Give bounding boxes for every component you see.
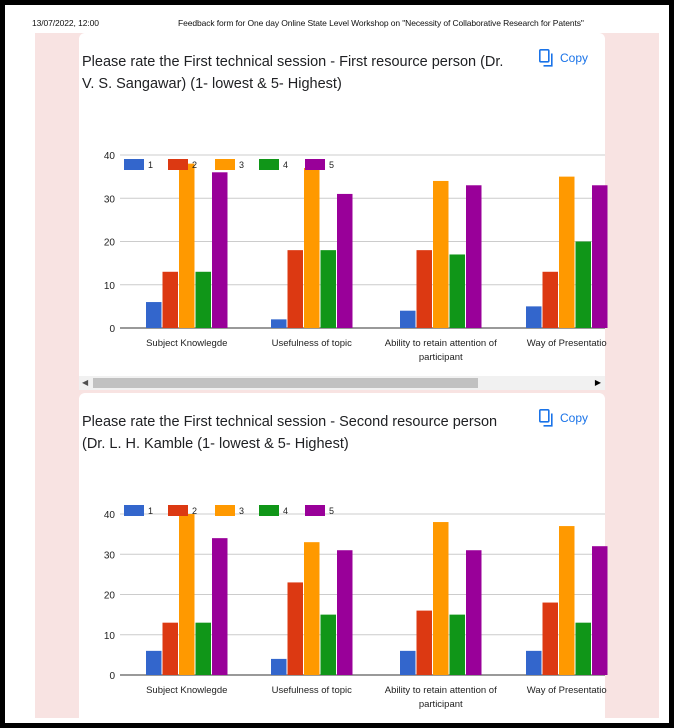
legend-swatch xyxy=(168,505,188,516)
y-tick-label: 20 xyxy=(104,591,116,602)
bar[interactable] xyxy=(304,167,320,328)
legend-swatch xyxy=(305,159,325,170)
bar[interactable] xyxy=(433,180,449,328)
bar[interactable] xyxy=(400,650,416,675)
bar[interactable] xyxy=(162,271,179,328)
legend-label: 3 xyxy=(239,506,244,516)
y-tick-label: 20 xyxy=(104,238,116,249)
bar[interactable] xyxy=(212,538,228,675)
bar[interactable] xyxy=(337,193,353,328)
x-tick-label: Subject Knowlegde xyxy=(146,685,227,696)
legend-swatch xyxy=(215,159,235,170)
bar[interactable] xyxy=(466,185,482,328)
legend-label: 4 xyxy=(283,160,288,170)
y-tick-label: 0 xyxy=(109,324,115,335)
legend-label: 3 xyxy=(239,160,244,170)
copy-label: Copy xyxy=(560,411,589,425)
x-tick-label: participant xyxy=(419,352,463,363)
y-tick-label: 40 xyxy=(104,151,116,162)
x-tick-label: Subject Knowlegde xyxy=(146,338,227,349)
legend-label: 2 xyxy=(192,160,197,170)
bar[interactable] xyxy=(449,614,466,675)
legend-label: 5 xyxy=(329,160,334,170)
bar[interactable] xyxy=(575,622,592,675)
x-tick-label: Usefulness of topic xyxy=(272,338,353,349)
legend-swatch xyxy=(124,505,144,516)
bar[interactable] xyxy=(466,550,482,675)
bar[interactable] xyxy=(592,546,608,675)
bar[interactable] xyxy=(320,614,337,675)
y-tick-label: 10 xyxy=(104,631,116,642)
bar[interactable] xyxy=(542,602,559,675)
legend-label: 4 xyxy=(283,506,288,516)
x-tick-label: participant xyxy=(419,699,463,710)
bar[interactable] xyxy=(146,650,162,675)
legend-label: 5 xyxy=(329,506,334,516)
bar[interactable] xyxy=(416,610,433,675)
legend-swatch xyxy=(305,505,325,516)
print-datetime: 13/07/2022, 12:00 xyxy=(32,18,99,28)
question-title: Please rate the First technical session … xyxy=(82,54,504,92)
bar[interactable] xyxy=(526,306,542,328)
bar[interactable] xyxy=(146,302,162,328)
copy-chart-button[interactable]: Copy xyxy=(539,47,588,69)
horizontal-scrollbar[interactable]: ◀ ▶ xyxy=(79,376,605,390)
x-tick-label: Usefulness of topic xyxy=(272,685,353,696)
x-tick-label: Ability to retain attention of xyxy=(385,685,497,696)
bar[interactable] xyxy=(542,271,559,328)
legend-swatch xyxy=(259,505,279,516)
question-title: Please rate the First technical session … xyxy=(82,414,498,452)
y-tick-label: 30 xyxy=(104,550,116,561)
legend-swatch xyxy=(124,159,144,170)
bar[interactable] xyxy=(179,163,195,328)
bar[interactable] xyxy=(575,241,592,329)
scroll-right-arrow-icon[interactable]: ▶ xyxy=(594,378,601,387)
legend-label: 2 xyxy=(192,506,197,516)
print-header: 13/07/2022, 12:00 Feedback form for One … xyxy=(5,5,669,37)
copy-chart-button[interactable]: Copy xyxy=(539,407,588,429)
copy-icon xyxy=(539,409,553,427)
bar[interactable] xyxy=(195,622,212,675)
bar[interactable] xyxy=(559,176,575,328)
question-card-1: Please rate the First technical session … xyxy=(79,33,608,385)
scroll-left-arrow-icon[interactable]: ◀ xyxy=(82,378,89,387)
print-title: Feedback form for One day Online State L… xyxy=(178,18,584,28)
legend-swatch xyxy=(259,159,279,170)
bar-chart: 0 10 20 30 40 Subject Knowlegde Usefulness of … xyxy=(104,151,608,363)
bar[interactable] xyxy=(433,522,449,675)
legend-label: 1 xyxy=(148,160,153,170)
x-tick-label: Ability to retain attention of xyxy=(385,338,497,349)
scroll-thumb[interactable] xyxy=(93,378,478,388)
y-tick-label: 30 xyxy=(104,194,116,205)
bar[interactable] xyxy=(449,254,466,328)
bar[interactable] xyxy=(337,550,353,675)
bar[interactable] xyxy=(287,250,304,328)
bar[interactable] xyxy=(271,658,287,675)
bar[interactable] xyxy=(287,582,304,675)
y-tick-label: 0 xyxy=(109,671,115,682)
copy-icon xyxy=(539,49,553,67)
bar[interactable] xyxy=(304,542,320,675)
x-tick-label: Way of Presentatio xyxy=(527,338,607,349)
bar[interactable] xyxy=(526,650,542,675)
bar[interactable] xyxy=(179,514,195,675)
y-tick-label: 10 xyxy=(104,281,116,292)
bar[interactable] xyxy=(592,185,608,328)
bar[interactable] xyxy=(212,172,228,328)
bar[interactable] xyxy=(271,319,287,328)
bar[interactable] xyxy=(416,250,433,328)
legend-swatch xyxy=(168,159,188,170)
bar[interactable] xyxy=(162,622,179,675)
bar-chart: 0 10 20 30 40 Subject Knowlegde Usefulness of … xyxy=(104,505,608,710)
x-tick-label: Way of Presentatio xyxy=(527,685,607,696)
bar[interactable] xyxy=(320,250,337,328)
bar[interactable] xyxy=(195,271,212,328)
bar[interactable] xyxy=(559,526,575,675)
legend-label: 1 xyxy=(148,506,153,516)
question-card-2: Please rate the First technical session … xyxy=(79,393,608,718)
copy-label: Copy xyxy=(560,51,589,65)
legend-swatch xyxy=(215,505,235,516)
bar[interactable] xyxy=(400,310,416,328)
y-tick-label: 40 xyxy=(104,510,116,521)
